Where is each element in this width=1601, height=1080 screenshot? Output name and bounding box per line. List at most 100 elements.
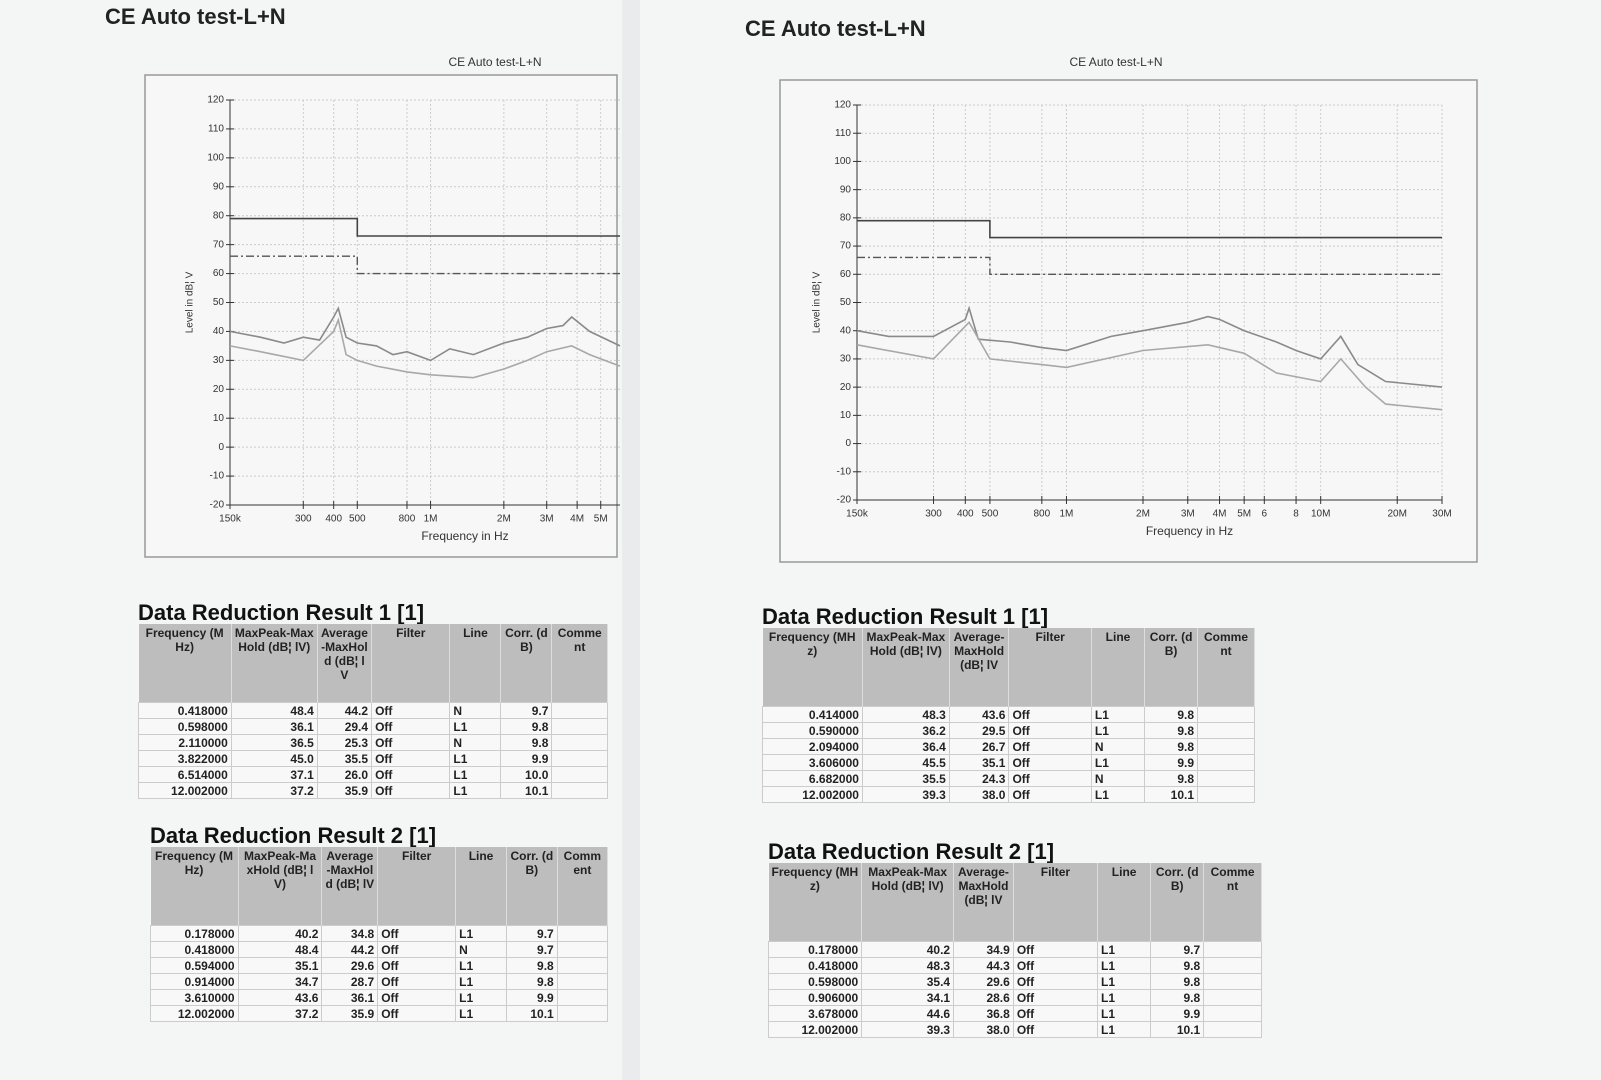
empty-cell — [556, 925, 609, 942]
table-cell: 36.2 — [861, 722, 950, 739]
trace-line — [230, 255, 620, 275]
y-tick-label: 10 — [213, 413, 225, 424]
table-cell: Off — [1008, 706, 1092, 723]
x-tick-label: 1M — [424, 514, 438, 525]
y-tick-label: 90 — [213, 181, 225, 192]
column-header: MaxPeak-MaxHold (dB¦ lV) — [238, 847, 323, 926]
trace-line — [230, 217, 620, 237]
table-cell: 29.6 — [953, 973, 1014, 990]
table-title: Data Reduction Result 1 [1] — [762, 604, 1049, 629]
header-row: Frequency (MHz) MaxPeak-MaxHold (dB¦ lV) A… — [768, 863, 1262, 942]
column-header: Comment — [557, 847, 609, 926]
column-header: Filter — [377, 847, 457, 926]
table-cell: 28.7 — [321, 973, 379, 990]
x-tick-label: 5M — [1237, 509, 1251, 520]
table-cell: 2.094000 — [762, 738, 863, 755]
table-cell: 29.6 — [321, 957, 379, 974]
table-cell: 36.1 — [230, 718, 318, 735]
empty-cell — [551, 766, 608, 783]
table-cell: 9.8 — [1150, 973, 1205, 990]
table-cell: Off — [371, 702, 451, 719]
column-header: Average-MaxHold (dB¦ lV — [317, 624, 373, 703]
y-tick-label: 60 — [213, 268, 225, 279]
y-tick-label: 30 — [840, 354, 852, 365]
empty-cell — [556, 957, 609, 974]
table-row: 0.178000 40.2 34.9 Off L1 9.7 — [767, 941, 1262, 958]
table-cell: Off — [371, 766, 451, 783]
table-cell: 48.4 — [237, 941, 323, 958]
empty-cell — [551, 734, 608, 751]
table-cell: 0.178000 — [150, 925, 239, 942]
table-cell: Off — [371, 718, 451, 735]
empty-cell — [556, 973, 609, 990]
x-tick-label: 150k — [219, 514, 242, 525]
column-header: Line — [455, 847, 507, 926]
table-row: 0.418000 48.4 44.2 Off N 9.7 — [150, 941, 609, 958]
table-cell: 10.0 — [500, 766, 553, 783]
table-cell: 9.8 — [1150, 989, 1205, 1006]
header-row: Frequency (MHz) MaxPeak-MaxHold (dB¦ lV) A… — [150, 847, 609, 926]
table-cell: 9.9 — [1144, 754, 1199, 771]
table-cell: L1 — [1090, 722, 1146, 739]
table-cell: L1 — [449, 750, 502, 767]
x-tick-label: 800 — [1033, 509, 1050, 520]
chart-frame — [144, 74, 618, 558]
table-cell: 0.418000 — [138, 702, 232, 719]
table-cell: 9.8 — [1150, 957, 1205, 974]
column-header: Comment — [1197, 628, 1255, 707]
table-cell: Off — [1008, 738, 1092, 755]
table-row: 12.002000 39.3 38.0 Off L1 10.1 — [762, 786, 1255, 803]
y-tick-label: 10 — [840, 410, 852, 421]
y-axis-label: Level in dB¦ V — [812, 271, 823, 333]
column-header: MaxPeak-MaxHold (dB¦ lV) — [231, 624, 318, 703]
empty-cell — [556, 1005, 609, 1022]
x-tick-label: 500 — [349, 514, 366, 525]
table-cell: 39.3 — [861, 1021, 955, 1038]
column-header: Average-MaxHold (dB¦ lV — [949, 628, 1010, 707]
table-cell: 44.6 — [861, 1005, 955, 1022]
table-cell: 37.1 — [230, 766, 318, 783]
y-tick-label: 90 — [840, 184, 852, 195]
empty-cell — [1197, 722, 1255, 739]
table-row: 0.598000 36.1 29.4 Off L1 9.8 — [138, 718, 608, 735]
table-row: 6.514000 37.1 26.0 Off L1 10.0 — [138, 766, 608, 783]
page-title: CE Auto test-L+N — [745, 16, 926, 41]
table-cell: L1 — [455, 957, 507, 974]
y-tick-label: 100 — [834, 156, 851, 167]
x-tick-label: 300 — [295, 514, 312, 525]
table-cell: Off — [377, 973, 457, 990]
table-cell: 28.6 — [953, 989, 1014, 1006]
y-tick-label: 50 — [840, 297, 852, 308]
table-cell: 10.1 — [1150, 1021, 1205, 1038]
table-cell: 35.5 — [316, 750, 373, 767]
y-tick-label: 40 — [213, 326, 225, 337]
table-cell: L1 — [1090, 786, 1146, 803]
table-cell: 48.4 — [230, 702, 318, 719]
column-header: Comment — [1203, 863, 1262, 942]
column-header: Corr. (dB) — [500, 624, 553, 703]
empty-cell — [556, 989, 609, 1006]
data-table: Frequency (MHz) MaxPeak-MaxHold (dB¦ lV) A… — [150, 847, 609, 1022]
table-cell: 9.9 — [1150, 1005, 1205, 1022]
table-cell: 44.3 — [953, 957, 1014, 974]
table-cell: 9.7 — [1150, 941, 1205, 958]
table-cell: Off — [377, 1005, 457, 1022]
table-cell: L1 — [1090, 706, 1146, 723]
y-tick-label: 70 — [213, 239, 225, 250]
x-tick-label: 300 — [925, 509, 942, 520]
table-cell: L1 — [1097, 957, 1152, 974]
header-row: Frequency (MHz) MaxPeak-MaxHold (dB¦ lV) A… — [762, 628, 1255, 707]
table-row: 3.678000 44.6 36.8 Off L1 9.9 — [767, 1005, 1262, 1022]
table-cell: Off — [371, 734, 451, 751]
table-cell: 36.4 — [861, 738, 950, 755]
table-cell: 12.002000 — [138, 782, 232, 799]
table-cell: Off — [371, 782, 451, 799]
table-row: 0.914000 34.7 28.7 Off L1 9.8 — [150, 973, 609, 990]
x-tick-label: 400 — [957, 509, 974, 520]
table-cell: 37.2 — [230, 782, 318, 799]
table-cell: 35.4 — [861, 973, 955, 990]
table-cell: 9.8 — [1144, 738, 1199, 755]
chart: CE Auto test-L+N -20 -10 0 10 20 30 40 50 60 70 80 9… — [779, 55, 1478, 563]
x-tick-label: 2M — [497, 514, 511, 525]
